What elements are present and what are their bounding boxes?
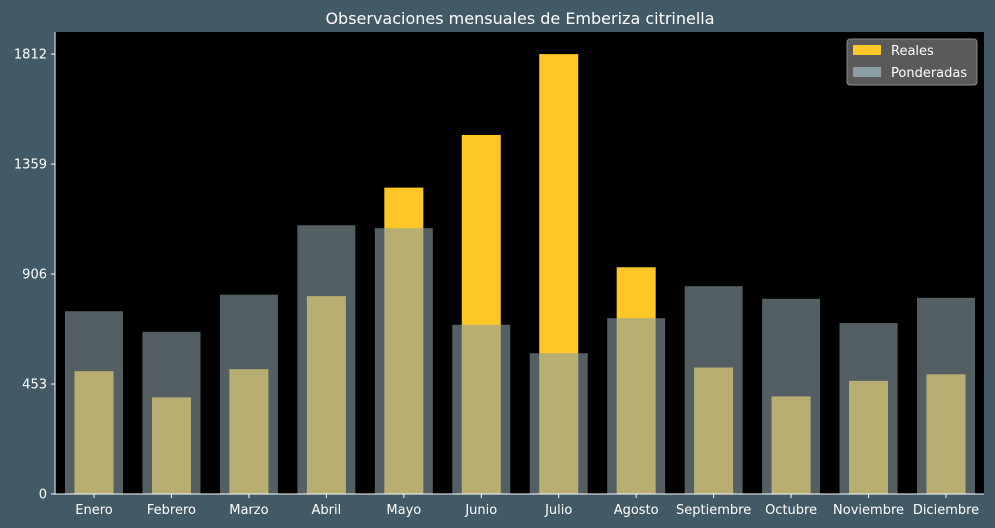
bar-ponderadas-julio: [529, 353, 588, 494]
series-reales: [65, 225, 975, 495]
y-tick-label: 1359: [14, 158, 47, 173]
plot-area: [55, 32, 984, 494]
bar-ponderadas-septiembre: [684, 286, 743, 494]
x-tick-label-noviembre: Noviembre: [833, 503, 904, 518]
bar-ponderadas-abril: [297, 225, 356, 495]
bar-ponderadas-enero: [65, 311, 123, 494]
bar-ponderadas-junio: [452, 324, 511, 494]
x-tick-label-enero: Enero: [75, 503, 113, 518]
x-axis: Enero Febrero Marzo Abril Mayo Junio Julio Agos…: [55, 493, 984, 518]
y-tick-label: 1812: [14, 48, 47, 63]
bar-ponderadas-noviembre: [839, 323, 898, 494]
x-tick-label-julio: Julio: [544, 503, 572, 518]
y-tick-label: 906: [22, 268, 47, 283]
legend: Reales Ponderadas: [846, 38, 978, 86]
y-axis: 0 453 906 1359 1812: [14, 32, 56, 503]
x-tick-label-diciembre: Diciembre: [913, 503, 979, 518]
bar-ponderadas-octubre: [762, 298, 821, 494]
x-tick-label-febrero: Febrero: [147, 503, 196, 518]
x-tick-label-agosto: Agosto: [614, 503, 659, 518]
x-tick-label-octubre: Octubre: [765, 503, 817, 518]
bar-ponderadas-agosto: [607, 318, 666, 494]
bar-ponderadas-diciembre: [917, 297, 975, 494]
x-tick-label-marzo: Marzo: [229, 503, 268, 518]
bar-ponderadas-marzo: [219, 294, 278, 494]
x-tick-label-mayo: Mayo: [386, 503, 421, 518]
legend-label-reales: Reales: [891, 44, 934, 59]
legend-swatch-ponderadas: [853, 67, 881, 77]
y-tick-label: 0: [39, 488, 47, 503]
x-tick-label-abril: Abril: [312, 503, 342, 518]
y-tick-label: 453: [22, 378, 47, 393]
legend-swatch-reales: [853, 45, 881, 55]
x-tick-label-junio: Junio: [464, 503, 497, 518]
x-tick-label-septiembre: Septiembre: [676, 503, 751, 518]
bar-ponderadas-mayo: [374, 228, 433, 494]
bar-ponderadas-febrero: [142, 331, 201, 494]
legend-label-ponderadas: Ponderadas: [891, 66, 967, 81]
chart-title: Observaciones mensuales de Emberiza citr…: [325, 9, 714, 28]
